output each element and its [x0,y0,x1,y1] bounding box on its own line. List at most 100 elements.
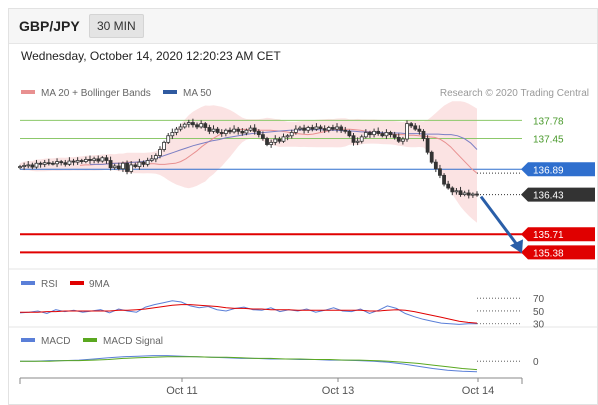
series-line-rsi [19,300,477,325]
legend-rsi-label: RSI [41,279,58,290]
candle-body [396,136,401,142]
candle-body [170,132,175,137]
candle-body [438,168,442,176]
candle-body [289,132,294,137]
candle-body [215,128,220,133]
candle-body [376,130,381,134]
legend-ma50-label: MA 50 [183,88,212,99]
candle-body [433,161,438,170]
candle-body [67,160,72,165]
credit-label: Research © 2020 Trading Central [440,88,589,99]
candle-body [207,127,212,132]
candle-body [326,127,331,131]
resistance-label: 137.78 [533,116,564,127]
candle-body [186,122,191,125]
candle-body [244,129,249,134]
legend-ma50-swatch [163,90,177,94]
candle-body [149,158,154,161]
candle-body [46,162,51,165]
timeframe-badge[interactable]: 30 MIN [89,14,144,38]
candle-body [343,129,348,132]
candle-body [121,162,125,170]
candle-body [265,138,269,145]
candle-body [137,161,142,167]
resistance-label: 137.45 [533,135,564,146]
legend-bb-swatch [21,90,35,94]
legend-rsi-ma-label: 9MA [89,279,110,290]
candle-body [63,162,68,165]
reference-level-label: 0 [533,357,539,368]
candle-body [92,158,97,161]
candle-body [211,128,216,132]
candle-body [79,160,84,163]
chart-header: GBP/JPY 30 MIN [9,9,597,44]
candle-body [351,135,356,143]
candle-body [203,123,208,128]
candle-body [71,160,76,163]
candle-body [281,136,286,142]
candle-body [182,123,187,128]
candle-body [425,138,430,153]
legend-macd-label: MACD [41,336,70,347]
candle-body [219,132,224,134]
candle-body [310,127,315,130]
candle-body [30,164,35,168]
series-line-macd-signal [20,356,478,371]
candle-body [285,135,290,138]
x-axis: Oct 11 Oct 13 Oct 14 [19,377,523,397]
candle-body [178,126,183,130]
candle-body [191,122,195,126]
candle-body [116,165,121,170]
candle-body [269,141,274,145]
candle-body [331,127,335,130]
pivot-label: 136.89 [533,165,564,176]
support-tag [521,245,595,260]
support-label: 135.71 [533,230,564,241]
candle-body [55,161,59,165]
projection-arrow-shaft [479,195,521,249]
support-tag [521,227,595,242]
bollinger-band [20,101,477,223]
candle-body [417,128,422,132]
candle-body [256,130,261,136]
candle-body [347,130,352,137]
candle-body [141,161,146,165]
x-tick-label: Oct 13 [322,385,354,397]
series-line-9ma [20,304,478,324]
legend-macd-signal-swatch [83,338,97,342]
candle-body [248,127,253,131]
reference-level-label: 50 [533,307,545,318]
symbol-title: GBP/JPY [19,18,80,34]
candle-body [475,193,479,196]
legend-rsi-ma-swatch [70,281,84,285]
legend-macd-signal-label: MACD Signal [103,336,163,347]
candle-body [277,138,282,142]
candle-body [458,190,463,195]
candle-body [335,126,339,130]
support-label: 135.38 [533,248,564,259]
datetime-label: Wednesday, October 14, 2020 12:20:23 AM … [21,49,281,63]
candle-body [314,126,319,130]
reference-level-label: 70 [533,294,545,305]
candle-body [442,174,446,185]
candle-body [26,164,31,167]
candle-body [470,193,475,196]
candle-body [195,124,199,128]
candle-body [166,135,171,143]
candle-body [83,158,88,162]
candle-body [273,138,278,143]
candle-body [322,128,327,131]
x-tick-label: Oct 11 [166,385,198,397]
candle-body [413,125,418,130]
candle-body [409,123,414,127]
price-panel: 137.78 137.45 136.89 136.43 135.71 135.38 [18,101,595,260]
candle-body [104,157,109,161]
legend-macd-swatch [21,338,35,342]
candle-body [339,126,344,131]
candle-body [372,130,376,136]
candle-body [298,127,302,130]
candle-body [174,128,179,133]
candle-body [384,132,389,137]
candle-body [129,164,134,172]
